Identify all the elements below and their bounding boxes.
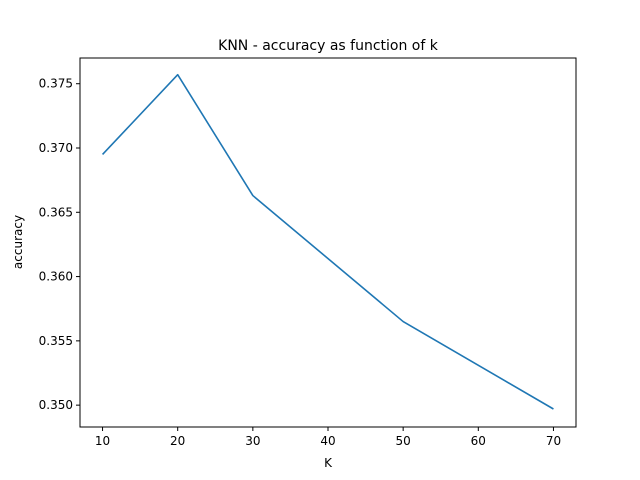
x-tick-label: 50 — [396, 434, 411, 448]
series-line — [101, 73, 554, 410]
x-tick-label: 30 — [245, 434, 260, 448]
x-tick-label: 60 — [471, 434, 486, 448]
series-layer — [101, 73, 554, 410]
y-tick-label: 0.355 — [39, 334, 73, 348]
y-tick-label: 0.350 — [39, 398, 73, 412]
y-axis-label: accuracy — [11, 215, 25, 269]
y-tick-label: 0.365 — [39, 205, 73, 219]
x-tick-label: 20 — [170, 434, 185, 448]
y-tick-label: 0.370 — [39, 141, 73, 155]
x-tick-label: 10 — [95, 434, 110, 448]
y-tick-label: 0.375 — [39, 77, 73, 91]
x-tick-label: 40 — [320, 434, 335, 448]
chart-title: KNN - accuracy as function of k — [218, 38, 439, 54]
plot-frame — [79, 57, 577, 428]
x-axis-ticks: 10 20 30 40 50 60 70 — [95, 427, 561, 448]
x-axis-label: K — [324, 456, 333, 470]
x-tick-label: 70 — [546, 434, 561, 448]
y-axis-ticks: 0.350 0.355 0.360 0.365 0.370 0.375 — [39, 77, 80, 412]
y-tick-label: 0.360 — [39, 270, 73, 284]
